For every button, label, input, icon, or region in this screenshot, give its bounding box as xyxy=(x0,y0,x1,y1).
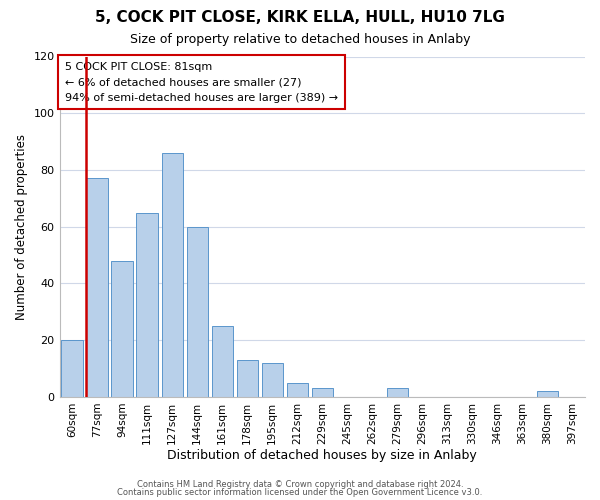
Bar xyxy=(112,261,133,397)
Bar xyxy=(212,326,233,397)
Bar xyxy=(136,212,158,397)
Bar xyxy=(61,340,83,397)
Bar xyxy=(262,363,283,397)
Bar xyxy=(236,360,258,397)
Bar xyxy=(161,153,183,397)
Bar xyxy=(311,388,333,397)
Bar xyxy=(86,178,108,397)
Text: Contains public sector information licensed under the Open Government Licence v3: Contains public sector information licen… xyxy=(118,488,482,497)
Y-axis label: Number of detached properties: Number of detached properties xyxy=(15,134,28,320)
Bar xyxy=(537,392,558,397)
Text: 5 COCK PIT CLOSE: 81sqm
← 6% of detached houses are smaller (27)
94% of semi-det: 5 COCK PIT CLOSE: 81sqm ← 6% of detached… xyxy=(65,62,338,103)
Bar xyxy=(387,388,408,397)
Bar xyxy=(187,226,208,397)
Bar xyxy=(287,383,308,397)
X-axis label: Distribution of detached houses by size in Anlaby: Distribution of detached houses by size … xyxy=(167,450,477,462)
Text: Contains HM Land Registry data © Crown copyright and database right 2024.: Contains HM Land Registry data © Crown c… xyxy=(137,480,463,489)
Text: Size of property relative to detached houses in Anlaby: Size of property relative to detached ho… xyxy=(130,32,470,46)
Text: 5, COCK PIT CLOSE, KIRK ELLA, HULL, HU10 7LG: 5, COCK PIT CLOSE, KIRK ELLA, HULL, HU10… xyxy=(95,10,505,25)
